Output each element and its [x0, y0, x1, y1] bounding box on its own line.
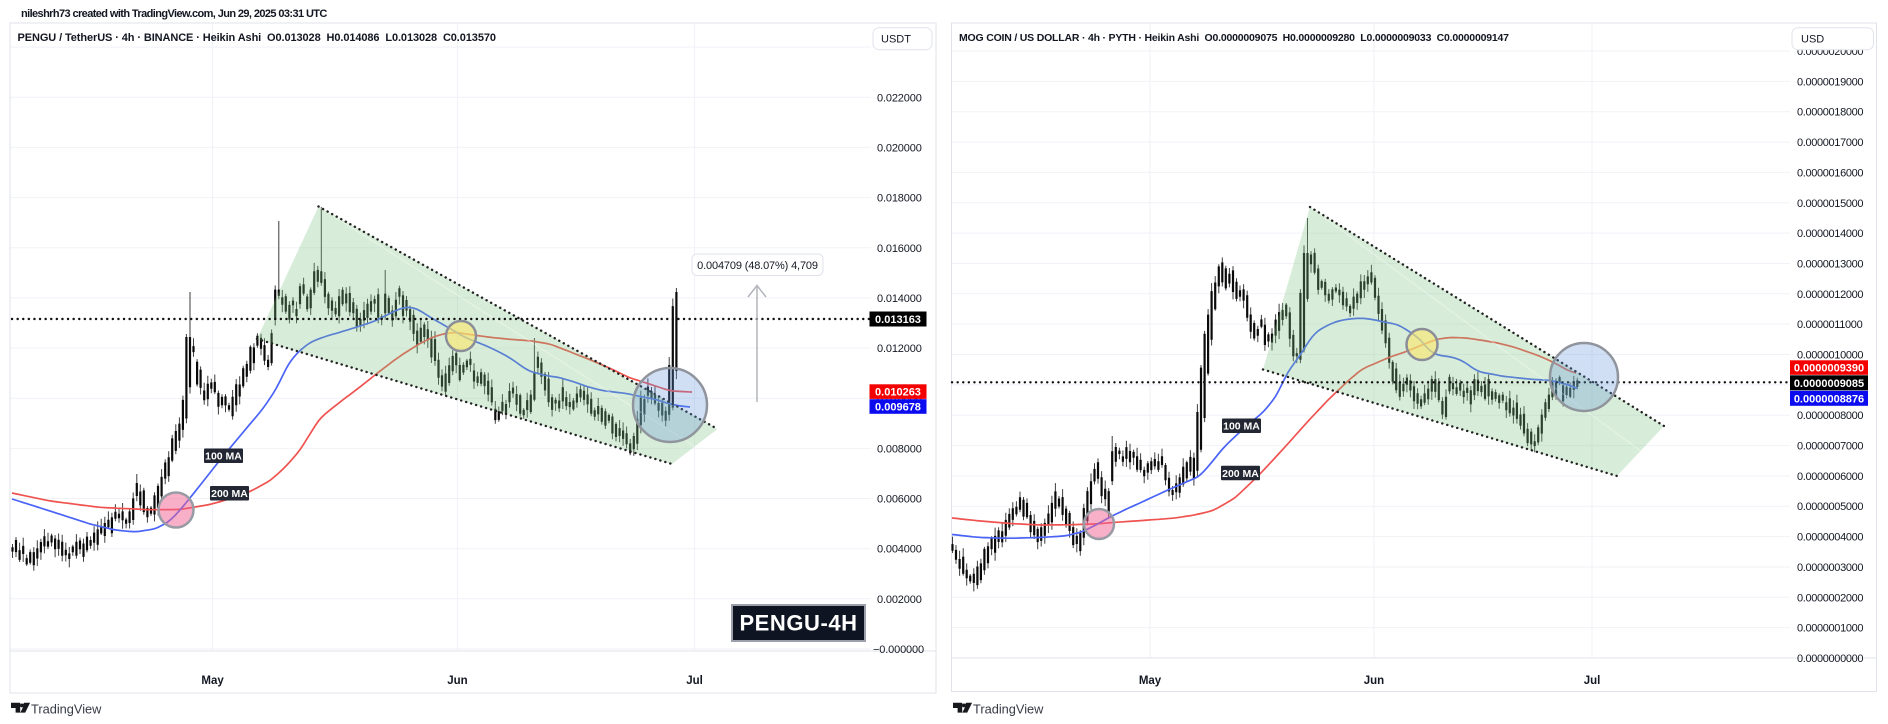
svg-text:PENGU / TetherUS · 4h · BINANC: PENGU / TetherUS · 4h · BINANCE · Heikin…: [18, 32, 496, 44]
svg-text:0.013163: 0.013163: [875, 314, 921, 326]
svg-text:0.0000002000: 0.0000002000: [1797, 592, 1863, 604]
svg-text:0.0000000000: 0.0000000000: [1797, 653, 1863, 665]
svg-text:0.0000003000: 0.0000003000: [1797, 562, 1863, 574]
svg-text:200 MA: 200 MA: [1222, 468, 1259, 480]
svg-text:nileshrh73 created with Tradin: nileshrh73 created with TradingView.com,…: [21, 8, 327, 20]
svg-text:TradingView: TradingView: [31, 702, 102, 717]
svg-text:0.0000001000: 0.0000001000: [1797, 623, 1863, 635]
svg-text:100 MA: 100 MA: [205, 451, 242, 463]
svg-text:0.0000012000: 0.0000012000: [1797, 289, 1863, 301]
svg-text:0.0000004000: 0.0000004000: [1797, 532, 1863, 544]
svg-text:USD: USD: [1801, 33, 1824, 45]
svg-text:0.008000: 0.008000: [877, 443, 922, 455]
svg-text:May: May: [201, 675, 224, 687]
svg-text:PENGU-4H: PENGU-4H: [739, 611, 857, 636]
svg-text:Jul: Jul: [1584, 675, 1601, 687]
svg-text:0.0000005000: 0.0000005000: [1797, 501, 1863, 513]
svg-text:0.0000017000: 0.0000017000: [1797, 137, 1863, 149]
svg-text:0.0000011000: 0.0000011000: [1797, 319, 1863, 331]
svg-text:0.0000010000: 0.0000010000: [1797, 350, 1863, 362]
svg-text:0.012000: 0.012000: [877, 343, 922, 355]
svg-text:May: May: [1139, 675, 1162, 687]
svg-text:0.0000016000: 0.0000016000: [1797, 167, 1863, 179]
svg-text:USDT: USDT: [881, 33, 911, 45]
svg-text:0.020000: 0.020000: [877, 142, 922, 154]
svg-text:0.0000006000: 0.0000006000: [1797, 471, 1863, 483]
svg-text:Jun: Jun: [1364, 675, 1384, 687]
svg-text:0.014000: 0.014000: [877, 293, 922, 305]
svg-text:0.016000: 0.016000: [877, 243, 922, 255]
svg-text:0.0000018000: 0.0000018000: [1797, 107, 1863, 119]
svg-text:MOG COIN / US DOLLAR · 4h · PY: MOG COIN / US DOLLAR · 4h · PYTH · Heiki…: [959, 32, 1509, 44]
svg-text:0.0000014000: 0.0000014000: [1797, 228, 1863, 240]
svg-text:0.002000: 0.002000: [877, 594, 922, 606]
svg-text:0.0000009085: 0.0000009085: [1794, 378, 1864, 390]
svg-text:0.004709 (48.07%) 4,709: 0.004709 (48.07%) 4,709: [697, 260, 818, 272]
svg-text:200 MA: 200 MA: [211, 488, 248, 500]
svg-text:Jun: Jun: [447, 675, 467, 687]
svg-text:0.0000008000: 0.0000008000: [1797, 410, 1863, 422]
svg-text:0.0000013000: 0.0000013000: [1797, 259, 1863, 271]
svg-text:0.0000019000: 0.0000019000: [1797, 76, 1863, 88]
svg-text:0.010263: 0.010263: [875, 387, 921, 399]
svg-text:0.022000: 0.022000: [877, 92, 922, 104]
svg-text:Jul: Jul: [686, 675, 703, 687]
svg-text:100 MA: 100 MA: [1223, 421, 1260, 433]
svg-text:0.004000: 0.004000: [877, 544, 922, 556]
svg-text:0.0000015000: 0.0000015000: [1797, 198, 1863, 210]
svg-text:0.009678: 0.009678: [875, 402, 921, 414]
svg-text:0.0000009390: 0.0000009390: [1794, 363, 1864, 375]
svg-text:0.018000: 0.018000: [877, 193, 922, 205]
svg-text:−0.000000: −0.000000: [873, 644, 924, 656]
svg-text:TradingView: TradingView: [973, 702, 1044, 717]
svg-text:0.0000007000: 0.0000007000: [1797, 441, 1863, 453]
svg-text:0.0000008876: 0.0000008876: [1794, 393, 1864, 405]
svg-text:0.006000: 0.006000: [877, 494, 922, 506]
